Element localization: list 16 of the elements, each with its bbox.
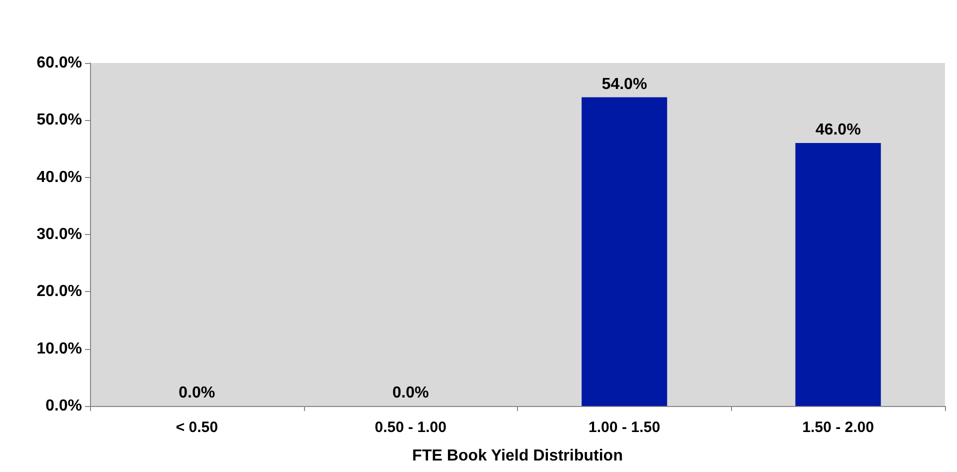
x-tick-label: 1.00 - 1.50 <box>588 419 660 436</box>
y-tick-label: 40.0% <box>36 168 82 186</box>
x-tick-label: 0.50 - 1.00 <box>374 419 446 436</box>
data-label: 0.0% <box>178 384 216 402</box>
y-tick-label: 50.0% <box>36 112 82 129</box>
x-tick-label: 1.50 - 2.00 <box>802 419 874 436</box>
y-tick-label: 0.0% <box>46 398 82 414</box>
y-tick-label: 60.0% <box>36 54 82 72</box>
data-label: 46.0% <box>815 122 861 139</box>
y-tick-label: 30.0% <box>36 226 82 243</box>
y-tick-label: 20.0% <box>36 283 82 300</box>
data-label: 54.0% <box>602 76 648 93</box>
y-tick-label: 10.0% <box>36 340 82 358</box>
data-label: 0.0% <box>392 384 429 402</box>
x-tick-label: < 0.50 <box>176 419 218 436</box>
x-axis-title: FTE Book Yield Distribution <box>412 448 623 464</box>
